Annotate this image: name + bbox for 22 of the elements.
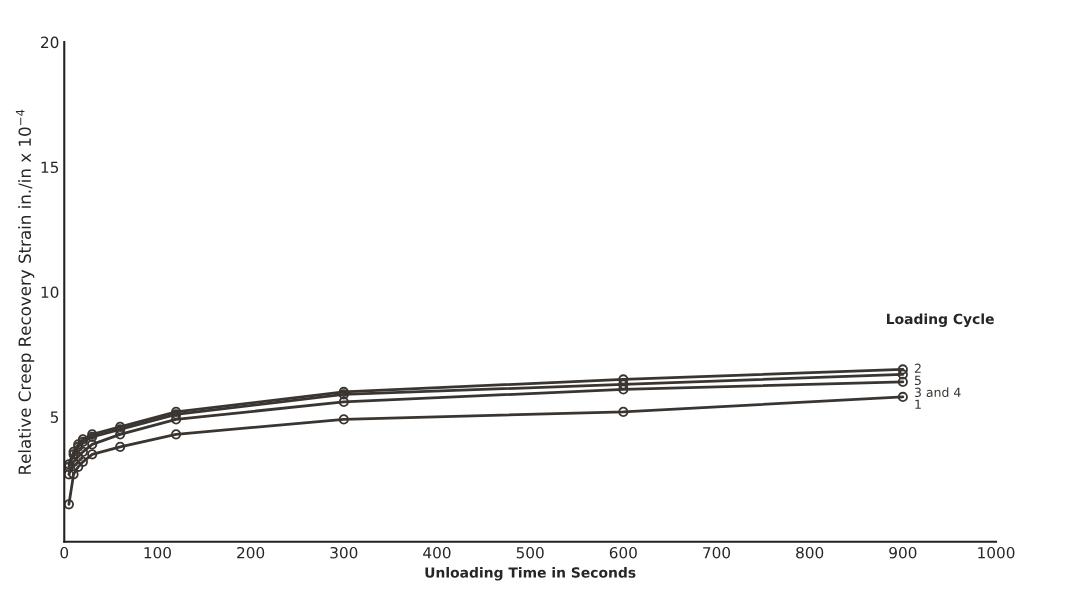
series-label: 2 xyxy=(914,363,921,373)
x-tick-label: 900 xyxy=(889,546,917,559)
series-label: 5 xyxy=(914,375,921,386)
x-tick-label: 300 xyxy=(330,546,358,559)
y-tick-label: 20 xyxy=(41,36,59,49)
x-tick-label: 200 xyxy=(237,546,265,559)
y-axis-title: Relative Creep Recovery Strain in./in x 10$^{−4}$ xyxy=(15,109,35,474)
x-tick-label: 1000 xyxy=(978,546,1015,559)
series-label: 3 and 4 xyxy=(914,387,961,398)
y-tick-label: 15 xyxy=(41,161,59,174)
x-tick-label: 100 xyxy=(144,546,171,559)
y-tick-label: 5 xyxy=(50,411,59,423)
x-tick-label: 700 xyxy=(703,546,731,559)
x-tick-label: 500 xyxy=(516,546,544,559)
x-tick-label: 400 xyxy=(423,546,451,559)
x-tick-label: 600 xyxy=(609,546,637,559)
x-tick-label: 800 xyxy=(796,546,824,559)
series-label: 1 xyxy=(915,399,921,409)
x-tick-label: 0 xyxy=(60,546,69,559)
x-axis-title: Unloading Time in Seconds xyxy=(425,567,636,581)
y-tick-label: 10 xyxy=(41,286,59,298)
annotation: Loading Cycle xyxy=(887,313,994,327)
